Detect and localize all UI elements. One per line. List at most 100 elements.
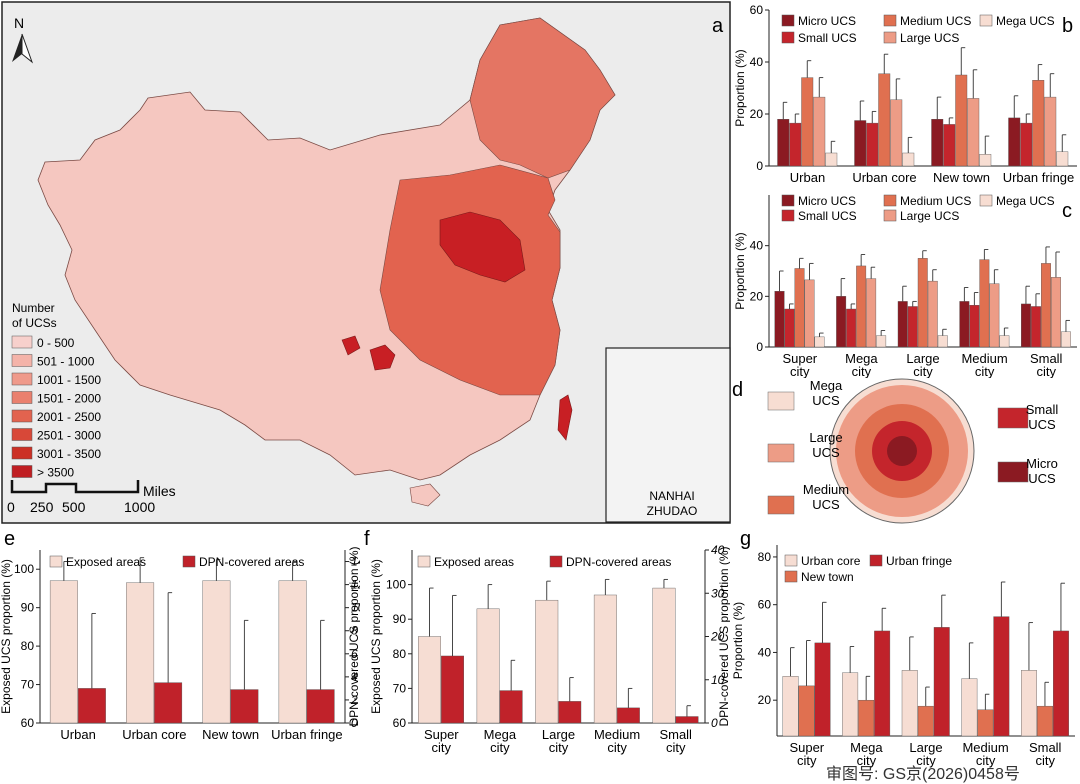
chart-g-x-tick-label: city — [1035, 753, 1055, 768]
chart-d-panel-label: d — [732, 379, 743, 401]
chart-c-bar — [969, 304, 980, 348]
chart-f-legend-label: DPN-covered areas — [566, 555, 671, 569]
chart-f-bar — [441, 655, 465, 724]
chart-c-bar — [959, 301, 970, 348]
chart-g-bar — [782, 676, 799, 737]
chart-e-y-tick-label: 100 — [14, 562, 34, 576]
chart-c-legend-label: Mega UCS — [996, 194, 1055, 208]
chart-g-bar — [961, 678, 978, 737]
chart-g-x-tick-label: Small — [1029, 740, 1062, 755]
chart-g-bar — [814, 642, 831, 737]
legend-title-1: Number — [12, 301, 55, 315]
inset-label-2: ZHUDAO — [647, 504, 698, 518]
chart-b-bar — [955, 74, 968, 167]
map-legend-label: > 3500 — [37, 466, 74, 480]
map-legend-swatch — [11, 335, 33, 349]
map-legend-label: 2501 - 3000 — [37, 429, 101, 443]
chart-b-legend-swatch — [979, 14, 993, 27]
chart-f-x-tick-label: city — [432, 740, 452, 755]
map-legend-swatch — [11, 409, 33, 423]
chart-panel-f: 60 70 80 90 100 0 10 20 30 40 Exposed UCS proporti… — [360, 525, 731, 775]
scale-unit: Miles — [143, 483, 176, 499]
chart-b-legend-swatch — [781, 14, 795, 27]
chart-b-bar — [979, 154, 992, 167]
map-legend-label: 3001 - 3500 — [37, 447, 101, 461]
chart-c-x-tick-label: Medium — [961, 351, 1007, 366]
region-east — [379, 164, 561, 396]
chart-e-legend-swatch — [49, 555, 63, 568]
chart-f-x-tick-label: Small — [659, 727, 692, 742]
region-north-east — [469, 17, 616, 179]
chart-b-bar — [866, 122, 879, 167]
chart-d-legend-label: UCS — [1028, 471, 1056, 486]
chart-b-y-tick-label: 0 — [756, 159, 763, 173]
chart-b-bar — [801, 77, 814, 167]
chart-c-bar — [836, 296, 847, 348]
chart-e-y2-tick-label: 4 — [351, 670, 358, 684]
chart-g-y-tick-label: 80 — [758, 550, 772, 564]
chart-g-bar — [901, 670, 918, 737]
chart-g-x-tick-label: city — [976, 753, 996, 768]
region-core — [439, 211, 526, 283]
chart-g-x-tick-label: city — [797, 753, 817, 768]
chart-b-bar — [878, 73, 891, 167]
chart-g-bar — [874, 630, 891, 737]
chart-e-bar — [202, 580, 231, 724]
chart-c-x-tick-label: city — [975, 364, 995, 378]
chart-b-legend-label: Micro UCS — [798, 14, 856, 28]
chart-c-legend-label: Small UCS — [798, 209, 857, 223]
chart-c-legend-swatch — [883, 194, 897, 207]
map-legend-swatch — [11, 372, 33, 386]
chart-g-bar — [798, 685, 815, 737]
chart-d-legend-label: UCS — [812, 497, 840, 512]
chart-c-bar — [794, 268, 805, 348]
chart-panel-b: 0 20 40 60 Proportion (%) Urban Urban core New … — [732, 0, 1080, 190]
chart-e-svg: 6070809010002468101214Exposed UCS propor… — [0, 528, 365, 742]
chart-f-x-tick-label: Medium — [594, 727, 640, 742]
inset-label-1: NANHAI — [649, 489, 694, 503]
legend-title-2: of UCSs — [12, 316, 57, 330]
chart-c-bar — [1041, 263, 1051, 348]
chart-c-bar — [897, 301, 908, 348]
chart-f-bar — [675, 716, 699, 724]
chart-g-x-tick-label: Super — [789, 740, 824, 755]
chart-g-x-tick-label: city — [916, 753, 936, 768]
chart-c-legend-label: Large UCS — [900, 209, 959, 223]
chart-c-x-tick-label: Mega — [845, 351, 878, 366]
chart-f-y2-tick-label: 40 — [711, 543, 725, 557]
chart-c-legend-swatch — [781, 194, 795, 207]
chart-g-x-tick-label: Mega — [850, 740, 883, 755]
chart-d-legend-label: UCS — [1028, 417, 1056, 432]
chart-b-legend-label: Medium UCS — [900, 14, 971, 28]
chart-c-bar — [979, 259, 990, 348]
chart-b-bar — [1044, 96, 1057, 167]
chart-e-bar — [278, 580, 307, 724]
map-legend-label: 2001 - 2500 — [37, 410, 101, 424]
chart-f-x-tick-label: Mega — [484, 727, 517, 742]
chart-b-x-tick-label: Urban core — [852, 170, 916, 185]
chart-b-bar — [777, 118, 790, 167]
chart-e-legend-label: DPN-covered areas — [199, 555, 304, 569]
north-arrow-icon — [12, 34, 22, 62]
chart-c-bar — [866, 278, 877, 348]
chart-b-bar — [854, 120, 867, 167]
chart-f-legend-label: Exposed areas — [434, 555, 514, 569]
chart-f-panel-label: f — [364, 528, 370, 550]
chart-c-bar — [784, 308, 795, 348]
chart-b-y-tick-label: 60 — [750, 3, 764, 17]
region-taiwan — [557, 394, 573, 441]
map-legend-label: 0 - 500 — [37, 336, 75, 350]
chart-g-bar — [933, 627, 950, 737]
chart-f-x-tick-label: city — [607, 740, 627, 755]
chart-panel-e: 6070809010002468101214Exposed UCS propor… — [0, 525, 365, 775]
map-legend-swatch — [11, 465, 33, 478]
chart-c-bar — [999, 335, 1010, 348]
chart-c-bar — [1021, 303, 1031, 348]
chart-c-x-tick-label: city — [913, 364, 933, 378]
chart-c-x-tick-label: city — [852, 364, 872, 378]
chart-e-x-tick-label: Urban core — [122, 727, 186, 742]
chart-c-bar — [1031, 306, 1041, 348]
chart-b-x-tick-label: Urban — [790, 170, 825, 185]
